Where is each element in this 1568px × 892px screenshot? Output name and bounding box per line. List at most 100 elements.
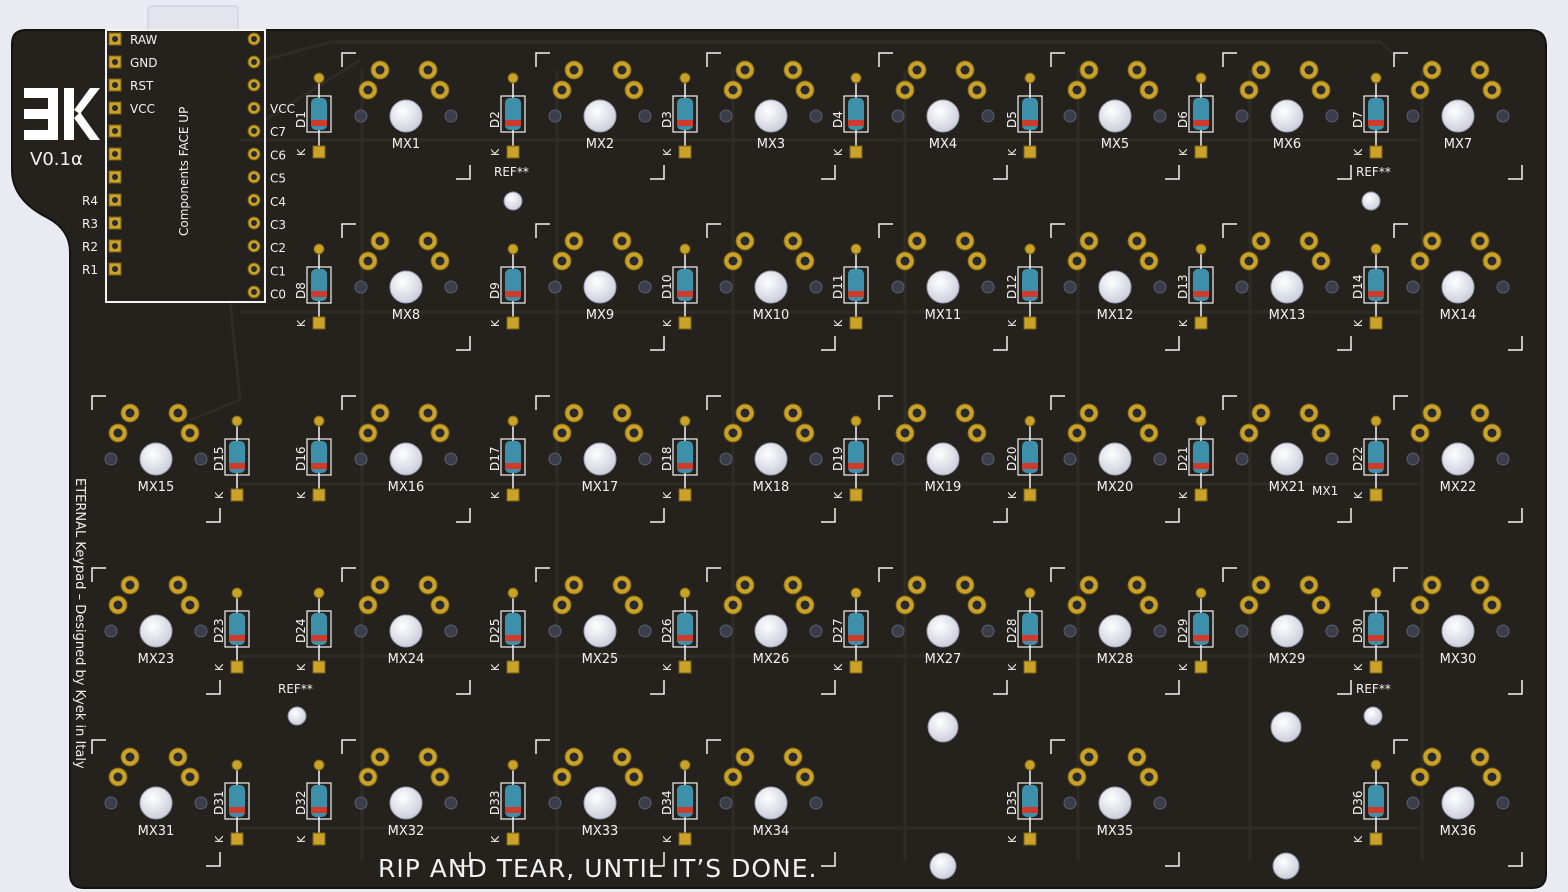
switch-footprint: MX21 (1222, 395, 1352, 523)
pad-drill (363, 256, 373, 266)
cathode-mark: K (1177, 319, 1190, 327)
cathode-mark: K (489, 319, 502, 327)
pad-drill (557, 600, 567, 610)
center-hole (389, 99, 423, 133)
side-hole (354, 624, 368, 638)
diode-outline (672, 266, 698, 304)
diode-pad-square (1023, 488, 1037, 502)
pin-label: C5 (270, 172, 286, 186)
switch-label: MX33 (582, 824, 619, 839)
diode-label: D36 (1351, 790, 1365, 815)
diode-label: D17 (488, 446, 502, 471)
center-hole (1098, 99, 1132, 133)
side-hole (1406, 280, 1420, 294)
pad-drill (125, 580, 135, 590)
corner-mark (1393, 52, 1408, 67)
diode-label: D5 (1005, 111, 1019, 128)
pad-drill (375, 752, 385, 762)
center-hole (583, 786, 617, 820)
diode-pad (679, 415, 691, 427)
switch-label: MX36 (1440, 824, 1477, 839)
pin-drill (112, 151, 118, 157)
diode-pad (1024, 72, 1036, 84)
pad-drill (1316, 85, 1326, 95)
pad-drill (1144, 600, 1154, 610)
side-hole (891, 624, 905, 638)
pad-drill (617, 65, 627, 75)
pad-drill (1304, 65, 1314, 75)
corner-mark (1508, 165, 1523, 180)
switch-footprint: MX20 (1050, 395, 1180, 523)
diode-pad-square (849, 316, 863, 330)
center-hole (389, 786, 423, 820)
diode-label: D19 (831, 446, 845, 471)
switch-footprint: MX13 (1222, 223, 1352, 351)
switch-label: MX2 (586, 137, 614, 152)
pin-label: R3 (82, 217, 98, 231)
pin-drill (112, 243, 118, 249)
side-hole (1496, 796, 1510, 810)
diode-outline (1188, 95, 1214, 133)
diode-footprint: D13 K (1176, 243, 1214, 330)
diode-pad (507, 72, 519, 84)
diode-band (1022, 120, 1038, 126)
diode-outline (500, 266, 526, 304)
pad-drill (423, 580, 433, 590)
diode-pad (1195, 72, 1207, 84)
switch-label: MX1 (392, 137, 420, 152)
center-hole (1441, 99, 1475, 133)
pad-drill (629, 600, 639, 610)
center-hole (1270, 442, 1304, 476)
side-hole (719, 109, 733, 123)
switch-label: MX6 (1273, 137, 1301, 152)
diode-outline (843, 438, 869, 476)
diode-pad-square (312, 145, 326, 159)
diode-band (1193, 291, 1209, 297)
center-hole (139, 442, 173, 476)
center-hole (1441, 614, 1475, 648)
corner-mark (993, 680, 1008, 695)
side-hole (1235, 624, 1249, 638)
diode-outline (1188, 266, 1214, 304)
side-hole (444, 280, 458, 294)
diode-pad-square (678, 660, 692, 674)
diode-outline (1017, 610, 1043, 648)
cathode-mark: K (1006, 148, 1019, 156)
diode-pad-square (1023, 316, 1037, 330)
pad-drill (435, 772, 445, 782)
diode-band (1022, 635, 1038, 641)
switch-footprint: MX17 (535, 395, 665, 523)
diode-pad (507, 587, 519, 599)
pad-drill (788, 408, 798, 418)
pad-drill (1256, 236, 1266, 246)
pad-drill (113, 772, 123, 782)
switch-footprint: MX30 (1393, 567, 1523, 695)
diode-outline (1017, 438, 1043, 476)
diode-band (311, 463, 327, 469)
diode-footprint: D5 K (1005, 72, 1043, 159)
ref-label: MX1 (1312, 484, 1338, 498)
pin-drill (251, 128, 257, 134)
diode-band (677, 120, 693, 126)
pad-drill (629, 772, 639, 782)
corner-mark (821, 680, 836, 695)
pad-drill (569, 580, 579, 590)
side-hole (719, 624, 733, 638)
pad-drill (435, 600, 445, 610)
side-hole (809, 452, 823, 466)
corner-mark (535, 567, 550, 582)
pad-drill (423, 752, 433, 762)
diode-band (505, 120, 521, 126)
pad-drill (800, 600, 810, 610)
pin-drill (251, 197, 257, 203)
side-hole (104, 796, 118, 810)
diode-label: D13 (1176, 274, 1190, 299)
diode-pad (1024, 759, 1036, 771)
diode-footprint: D3 K (660, 72, 698, 159)
diode-footprint: D11 K (831, 243, 869, 330)
pad-drill (1475, 580, 1485, 590)
pad-drill (740, 236, 750, 246)
diode-label: D35 (1005, 790, 1019, 815)
pin-label: RST (130, 79, 154, 93)
pad-drill (125, 752, 135, 762)
